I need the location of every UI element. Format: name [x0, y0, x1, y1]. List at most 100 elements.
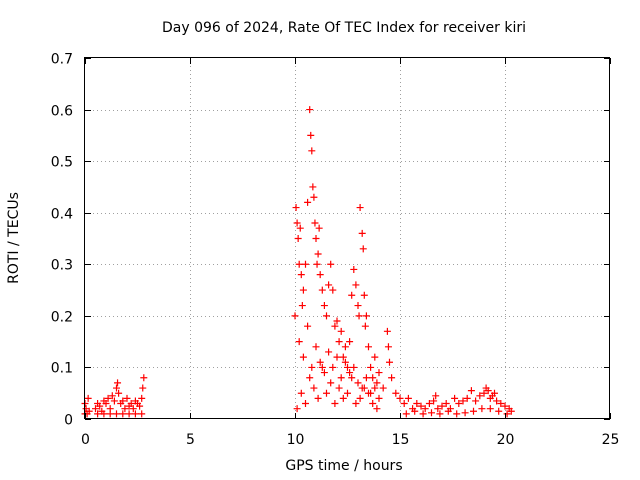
grid-lines [85, 58, 610, 419]
data-point-marker [486, 405, 494, 413]
data-point-marker [310, 193, 318, 201]
data-point-marker [371, 353, 379, 361]
data-point-marker [304, 198, 312, 206]
data-point-marker [329, 286, 337, 294]
data-point-marker [472, 397, 480, 405]
data-point-marker [425, 400, 433, 408]
data-point-marker [432, 392, 440, 400]
data-point-marker [453, 410, 461, 418]
data-point-marker [325, 281, 333, 289]
data-point-marker [304, 322, 312, 330]
x-axis-label: GPS time / hours [285, 458, 402, 474]
data-point-marker [365, 343, 372, 351]
data-point-marker [337, 327, 345, 335]
data-point-marker [297, 271, 305, 279]
axis-ticks [85, 58, 611, 420]
data-point-marker [470, 407, 477, 415]
data-point-marker [411, 407, 419, 415]
x-tick-label: 25 [602, 432, 620, 448]
data-point-marker [375, 369, 383, 377]
data-point-marker [341, 343, 349, 351]
data-point-marker [354, 302, 362, 310]
data-point-marker [400, 400, 408, 408]
data-point-marker [309, 183, 317, 191]
data-point-marker [495, 407, 503, 415]
data-point-marker [113, 410, 120, 418]
data-point-marker [455, 400, 463, 408]
chart-title: Day 096 of 2024, Rate Of TEC Index for r… [162, 20, 526, 36]
x-tick-label: 5 [186, 432, 195, 448]
data-point-marker [369, 400, 377, 408]
data-point-marker [388, 374, 396, 382]
data-point-marker [478, 405, 486, 413]
data-point-marker [333, 353, 341, 361]
data-point-marker [136, 402, 144, 410]
data-point-marker [119, 397, 127, 405]
data-point-marker [320, 302, 328, 310]
data-point-marker [352, 281, 360, 289]
data-point-marker [314, 250, 322, 258]
data-point-marker [299, 353, 307, 361]
data-point-marker [491, 389, 498, 397]
data-point-marker [346, 369, 354, 377]
data-point-marker [293, 405, 301, 413]
data-point-marker [356, 204, 364, 212]
data-point-marker [344, 363, 351, 371]
x-tick-label: 0 [81, 432, 90, 448]
data-point-marker [404, 394, 412, 402]
data-point-marker [436, 410, 444, 418]
data-point-marker [362, 374, 370, 382]
data-point-marker [323, 389, 330, 397]
x-tick-label: 10 [287, 432, 305, 448]
data-point-marker [311, 219, 319, 227]
data-point-marker [383, 327, 391, 335]
data-point-marker [102, 400, 110, 408]
data-point-marker [442, 400, 450, 408]
data-point-marker [315, 224, 323, 232]
data-point-marker [501, 402, 509, 410]
data-point-marker [312, 343, 320, 351]
data-point-marker [291, 312, 299, 320]
data-point-marker [125, 410, 133, 418]
data-point-marker [358, 229, 366, 237]
y-tick-label: 0.6 [51, 104, 73, 120]
y-tick-labels: 0 0.1 0.2 0.3 0.4 0.5 0.6 0.7 [51, 52, 73, 429]
data-point-marker [417, 402, 425, 410]
y-tick-label: 0.2 [51, 310, 73, 326]
data-point-marker [463, 394, 471, 402]
data-point-marker [341, 358, 349, 366]
data-point-marker [356, 394, 364, 402]
data-point-marker [85, 407, 93, 415]
data-point-marker [396, 394, 404, 402]
data-point-marker [293, 219, 301, 227]
data-point-marker [307, 131, 315, 139]
data-point-marker [104, 394, 112, 402]
data-point-marker [131, 410, 139, 418]
data-point-marker [123, 394, 131, 402]
data-point-marker [100, 410, 108, 418]
x-tick-label: 20 [497, 432, 515, 448]
data-point-marker [327, 260, 335, 268]
data-point-marker [119, 410, 127, 418]
data-point-marker [373, 405, 381, 413]
data-point-marker [476, 392, 484, 400]
data-point-marker [113, 384, 120, 392]
data-point-marker [327, 379, 335, 387]
data-point-marker [493, 397, 501, 405]
data-point-marker [344, 389, 351, 397]
data-point-marker [346, 338, 354, 346]
data-point-marker [339, 353, 347, 361]
y-tick-label: 0.7 [51, 52, 73, 68]
data-point-marker [367, 389, 375, 397]
data-point-marker [386, 358, 393, 366]
data-point-marker [373, 379, 381, 387]
data-point-marker [358, 384, 366, 392]
data-point-marker [352, 400, 360, 408]
data-point-marker [308, 363, 316, 371]
data-point-marker [354, 379, 362, 387]
data-point-marker [310, 384, 318, 392]
data-point-marker [467, 387, 475, 395]
x-tick-labels: 0 5 10 15 20 25 [81, 432, 619, 448]
data-point-marker [367, 363, 375, 371]
data-point-marker [320, 369, 328, 377]
